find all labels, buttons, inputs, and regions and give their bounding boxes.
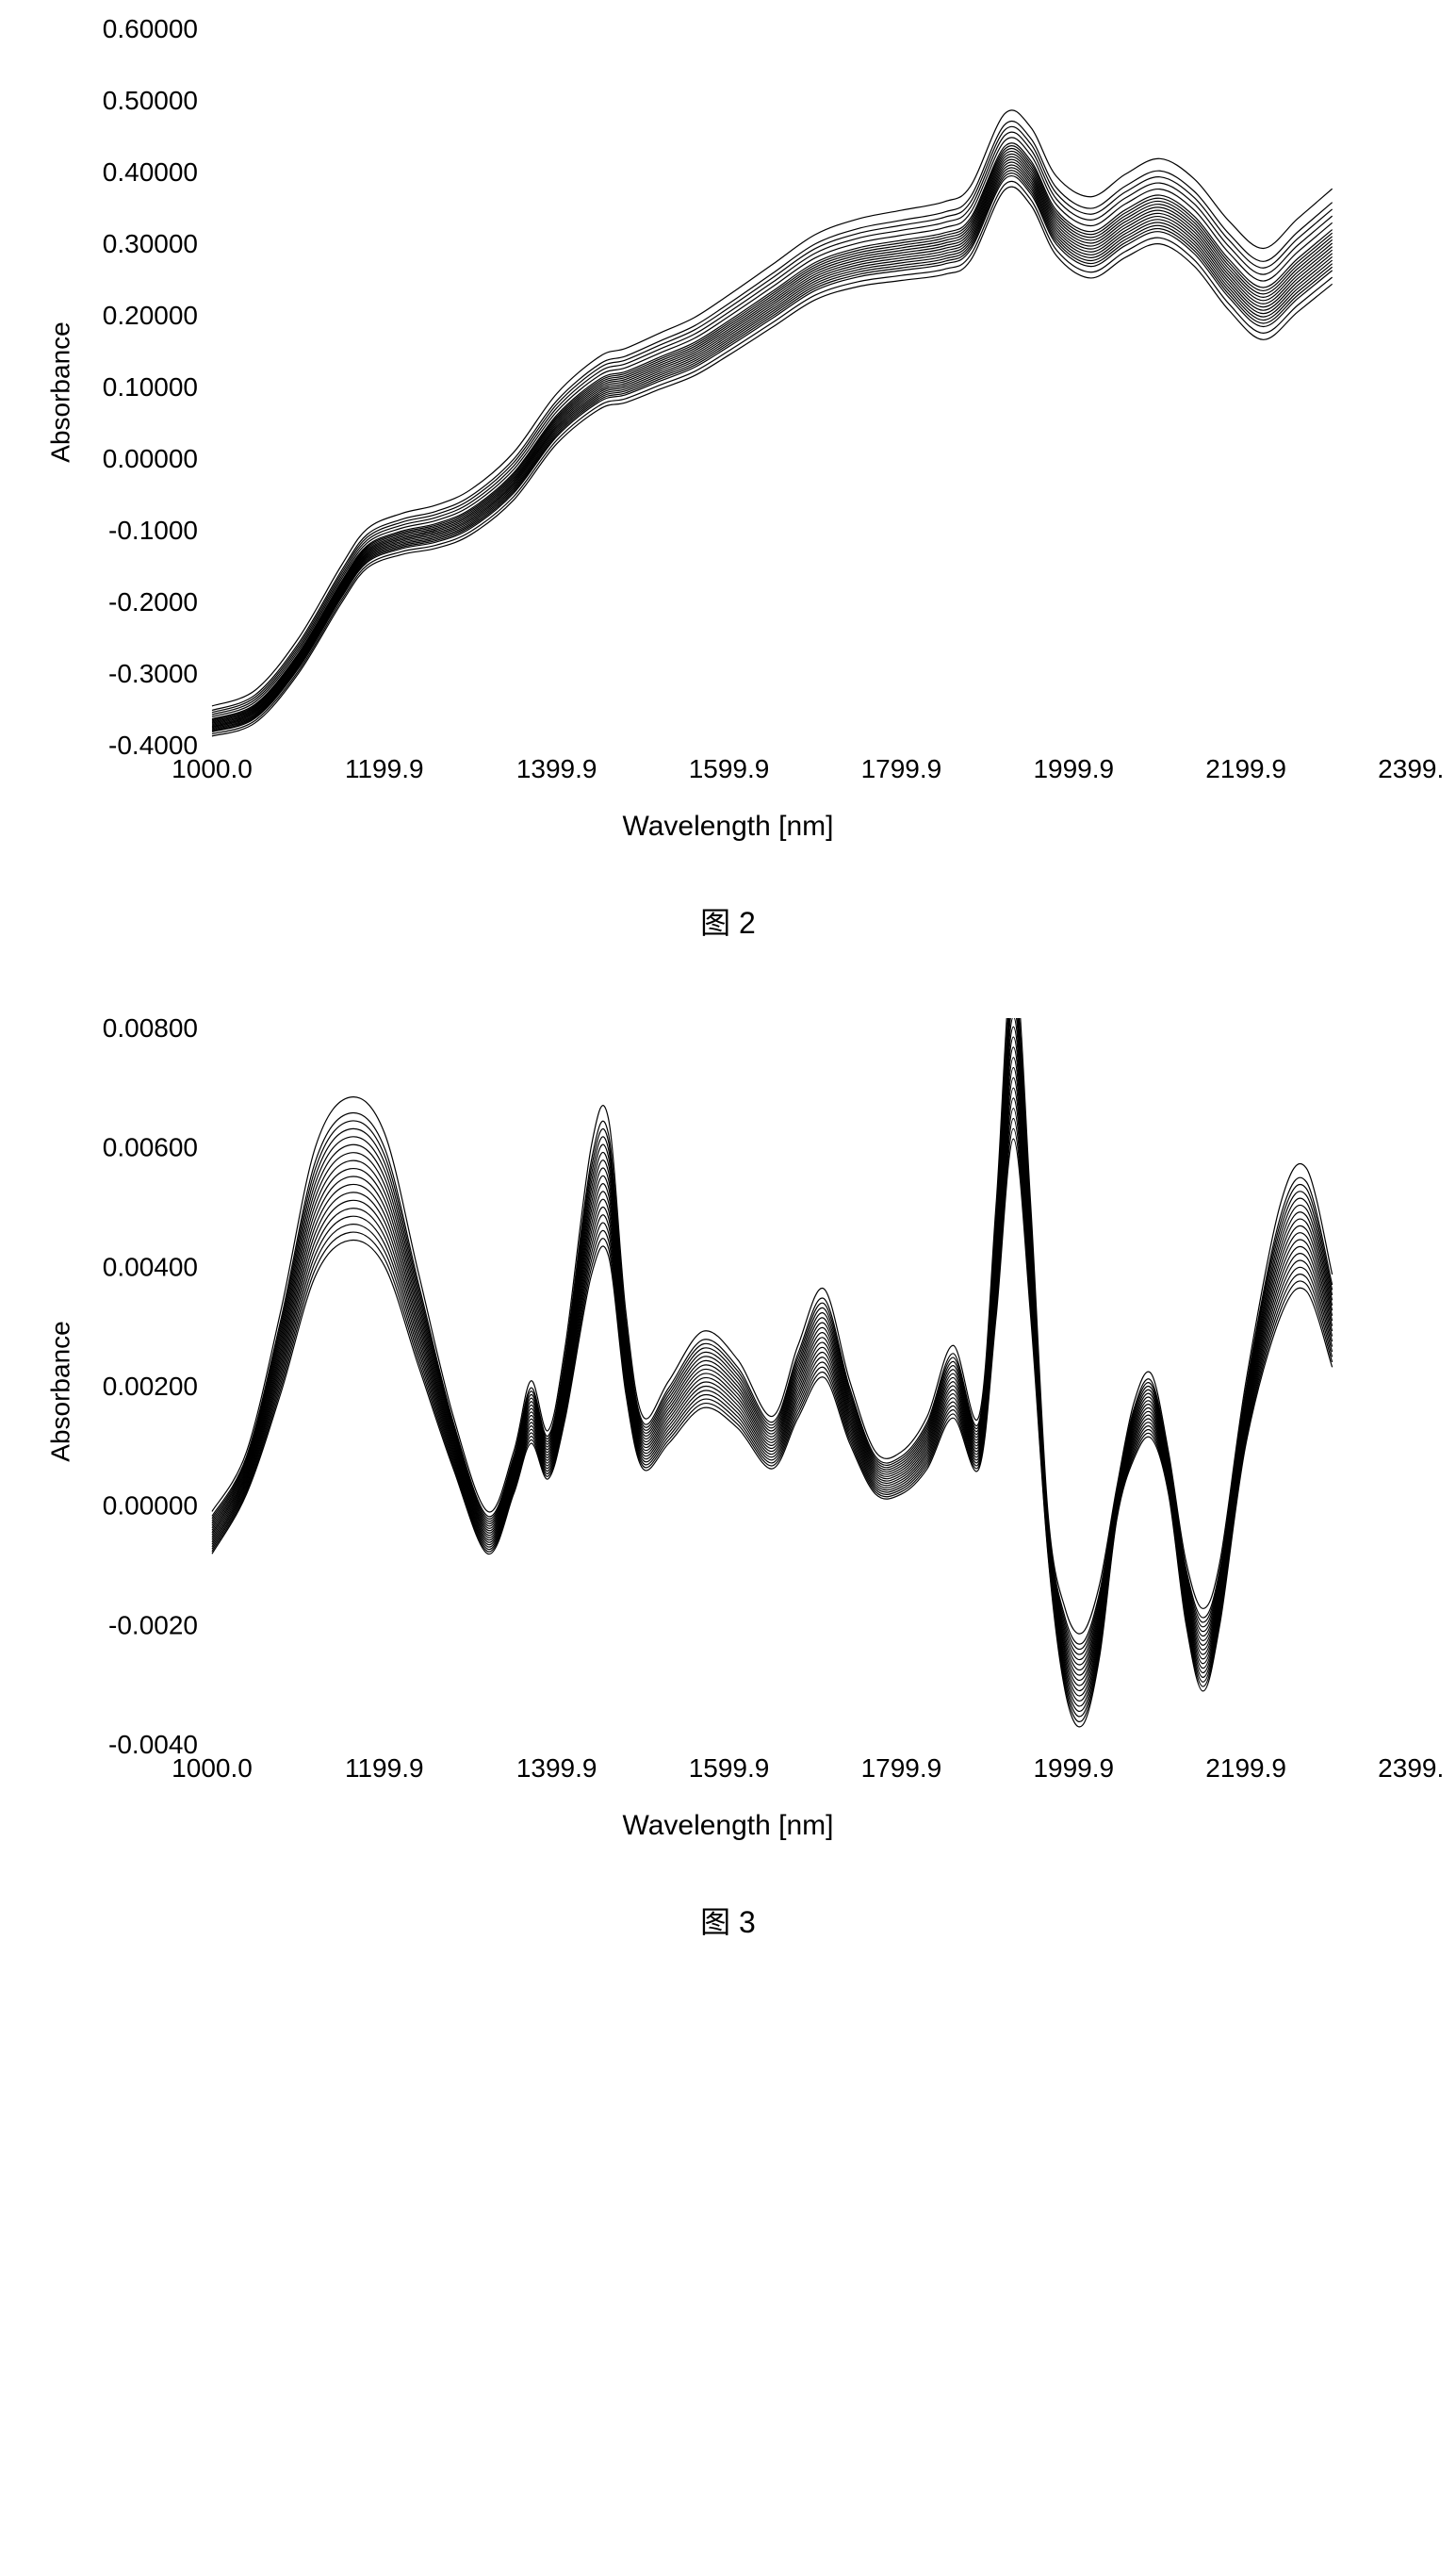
- xtick-label: 1799.9: [861, 1753, 942, 1783]
- spectrum-series: [212, 146, 1333, 720]
- ytick-label: -0.0020: [108, 1610, 198, 1639]
- spectrum-series: [212, 173, 1333, 732]
- spectrum-series: [212, 176, 1333, 732]
- chart-2-caption: 图 3: [28, 1899, 1428, 1942]
- ytick-label: 0.00600: [103, 1133, 198, 1162]
- ytick-label: 0.60000: [103, 19, 198, 43]
- chart-2-xlabel: Wavelength [nm]: [28, 1810, 1428, 1842]
- spectrum-series: [212, 1119, 1333, 1717]
- spectrum-series: [212, 1018, 1333, 1644]
- spectrum-series: [212, 148, 1333, 720]
- chart-2-container: Absorbance 0.00800 0.00600 0.00400 0.00200 0…: [28, 1018, 1428, 1842]
- spectrum-series: [212, 1088, 1333, 1701]
- ytick-label: 0.30000: [103, 229, 198, 258]
- xtick-label: 1399.9: [516, 754, 597, 783]
- chart-1-container: Absorbance 0.60000 0.50000 0.40000 0.30000 0…: [28, 19, 1428, 843]
- xtick-label: 1000.0: [172, 1753, 253, 1783]
- spectrum-series: [212, 138, 1333, 716]
- spectrum-series: [212, 1018, 1333, 1634]
- ytick-label: 0.00800: [103, 1018, 198, 1043]
- chart-2-ylabel: Absorbance: [46, 1321, 76, 1461]
- chart-2-svg: 0.00800 0.00600 0.00400 0.00200 0.00000 -0.00…: [28, 1018, 1442, 1801]
- spectrum-series: [212, 1058, 1333, 1686]
- ytick-label: 0.00000: [103, 444, 198, 473]
- ytick-label: 0.00200: [103, 1372, 198, 1401]
- ytick-label: -0.3000: [108, 659, 198, 688]
- spectrum-series: [212, 165, 1333, 728]
- ytick-label: 0.10000: [103, 372, 198, 402]
- chart-1-caption: 图 2: [28, 899, 1428, 943]
- ytick-label: -0.2000: [108, 587, 198, 617]
- xtick-label: 1199.9: [345, 1753, 424, 1783]
- spectrum-series: [212, 171, 1333, 730]
- xtick-label: 1799.9: [861, 754, 942, 783]
- spectrum-series: [212, 1018, 1333, 1650]
- spectrum-series: [212, 1037, 1333, 1675]
- spectrum-series: [212, 151, 1333, 722]
- ytick-label: 0.00000: [103, 1491, 198, 1521]
- chart-1-svg: 0.60000 0.50000 0.40000 0.30000 0.20000 0.100…: [28, 19, 1442, 801]
- ytick-label: 0.50000: [103, 86, 198, 115]
- chart-1-ylabel: Absorbance: [46, 321, 76, 462]
- spectrum-series: [212, 132, 1333, 715]
- xtick-label: 1999.9: [1033, 1753, 1114, 1783]
- spectrum-series: [212, 162, 1333, 727]
- xtick-label: 1399.9: [516, 1753, 597, 1783]
- spectrum-series: [212, 1018, 1333, 1660]
- xtick-label: 1599.9: [689, 754, 770, 783]
- ytick-label: -0.1000: [108, 516, 198, 545]
- spectrum-series: [212, 1077, 1333, 1696]
- spectrum-series: [212, 1018, 1333, 1654]
- xtick-label: 1599.9: [689, 1753, 770, 1783]
- xtick-label: 2199.9: [1205, 1753, 1286, 1783]
- ytick-label: 0.40000: [103, 157, 198, 187]
- xtick-label: 1999.9: [1033, 754, 1114, 783]
- ytick-label: 0.00400: [103, 1252, 198, 1281]
- xtick-label: 2199.9: [1205, 754, 1286, 783]
- spectrum-series: [212, 1047, 1333, 1681]
- ytick-label: 0.20000: [103, 301, 198, 330]
- xtick-label: 1199.9: [345, 754, 424, 783]
- spectrum-series: [212, 168, 1333, 729]
- xtick-label: 1000.0: [172, 754, 253, 783]
- xtick-label: 2399.9: [1378, 754, 1442, 783]
- xtick-label: 2399.9: [1378, 1753, 1442, 1783]
- spectrum-series: [212, 121, 1333, 710]
- spectrum-series: [212, 1018, 1333, 1665]
- chart-1-xlabel: Wavelength [nm]: [28, 811, 1428, 843]
- spectrum-series: [212, 156, 1333, 724]
- spectrum-series: [212, 1098, 1333, 1706]
- spectrum-series: [212, 187, 1333, 736]
